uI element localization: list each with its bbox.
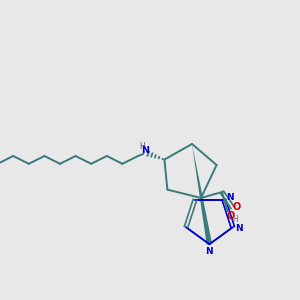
Text: N: N <box>226 193 234 202</box>
Text: O: O <box>227 211 235 221</box>
Text: N: N <box>142 146 149 155</box>
Text: O: O <box>232 202 241 212</box>
Polygon shape <box>192 144 212 245</box>
Text: H: H <box>139 142 145 151</box>
Text: N: N <box>235 224 243 233</box>
Text: N: N <box>206 247 213 256</box>
Text: H: H <box>232 214 238 224</box>
